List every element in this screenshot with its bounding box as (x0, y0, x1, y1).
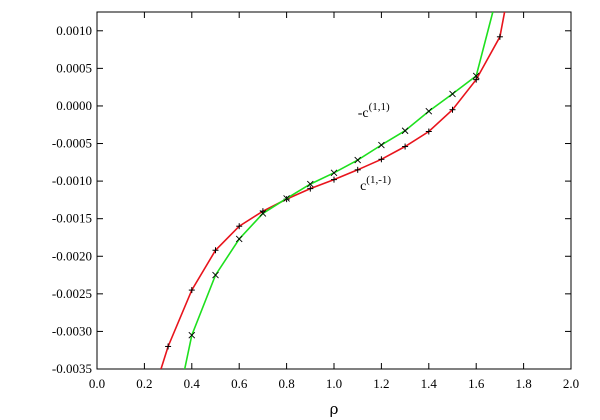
axis-ticks: 0.0 0.2 0.4 0.6 0.8 1.0 1.2 1.4 1.6 1.8 2.0 0.0010 0… (52, 12, 579, 391)
x-tick-label: 1.2 (373, 376, 389, 391)
x-tick-label: 0.4 (184, 376, 201, 391)
y-tick-label: 0.0005 (56, 60, 92, 75)
series-line-2 (183, 12, 494, 369)
data-point (473, 76, 480, 83)
series-layer (160, 12, 506, 369)
y-tick-label: -0.0010 (52, 173, 92, 188)
data-point (259, 210, 267, 217)
data-point (283, 195, 290, 202)
x-axis-title: ρ (330, 400, 339, 418)
data-point (212, 271, 219, 279)
y-tick-label: -0.0030 (52, 323, 92, 338)
y-tick-label: 0.0000 (56, 98, 92, 113)
x-tick-label: 1.4 (421, 376, 438, 391)
x-tick-label: 0.2 (136, 376, 152, 391)
data-point (449, 106, 456, 113)
data-point (378, 156, 385, 163)
data-point (306, 180, 314, 188)
data-point (449, 90, 456, 98)
data-point (472, 72, 480, 80)
data-point (236, 223, 243, 230)
data-point (212, 247, 219, 254)
x-tick-label: 2.0 (563, 376, 579, 391)
y-tick-label: -0.0020 (52, 248, 92, 263)
series-annotation-2: c(1,-1) (360, 174, 391, 194)
data-point (496, 33, 503, 40)
data-point (165, 343, 172, 350)
y-tick-label: -0.0025 (52, 286, 92, 301)
data-point (330, 169, 338, 177)
y-tick-label: -0.0005 (52, 136, 92, 151)
data-point (401, 127, 409, 135)
data-point (354, 156, 362, 164)
data-point (307, 185, 314, 192)
series-annotation-1: -c(1,1) (358, 101, 390, 121)
data-point (425, 128, 432, 135)
data-point (402, 143, 409, 150)
x-tick-label: 1.8 (515, 376, 531, 391)
y-tick-label: -0.0015 (52, 211, 92, 226)
data-point (378, 141, 385, 149)
data-point (188, 287, 195, 294)
data-point (235, 235, 243, 243)
y-tick-label: -0.0035 (52, 361, 92, 376)
x-tick-label: 0.8 (278, 376, 294, 391)
x-tick-label: 1.0 (326, 376, 342, 391)
plot-frame (96, 11, 572, 370)
x-tick-label: 0.0 (89, 376, 105, 391)
y-tick-label: 0.0010 (56, 23, 92, 38)
data-point (354, 166, 361, 173)
x-tick-label: 0.6 (231, 376, 248, 391)
x-tick-label: 1.6 (468, 376, 485, 391)
annotations-layer: -c(1,1) c(1,-1) (358, 101, 392, 194)
data-point (331, 176, 337, 183)
data-point (425, 107, 433, 115)
series-line-1 (160, 12, 506, 369)
data-point (188, 331, 196, 339)
